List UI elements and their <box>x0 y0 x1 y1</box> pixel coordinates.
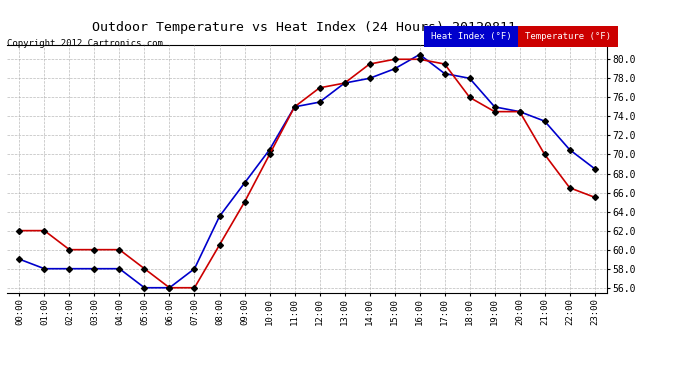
Text: Temperature (°F): Temperature (°F) <box>524 32 611 41</box>
Text: Outdoor Temperature vs Heat Index (24 Hours) 20120811: Outdoor Temperature vs Heat Index (24 Ho… <box>92 21 515 34</box>
Text: Heat Index (°F): Heat Index (°F) <box>431 32 511 41</box>
Text: Copyright 2012 Cartronics.com: Copyright 2012 Cartronics.com <box>7 39 163 48</box>
